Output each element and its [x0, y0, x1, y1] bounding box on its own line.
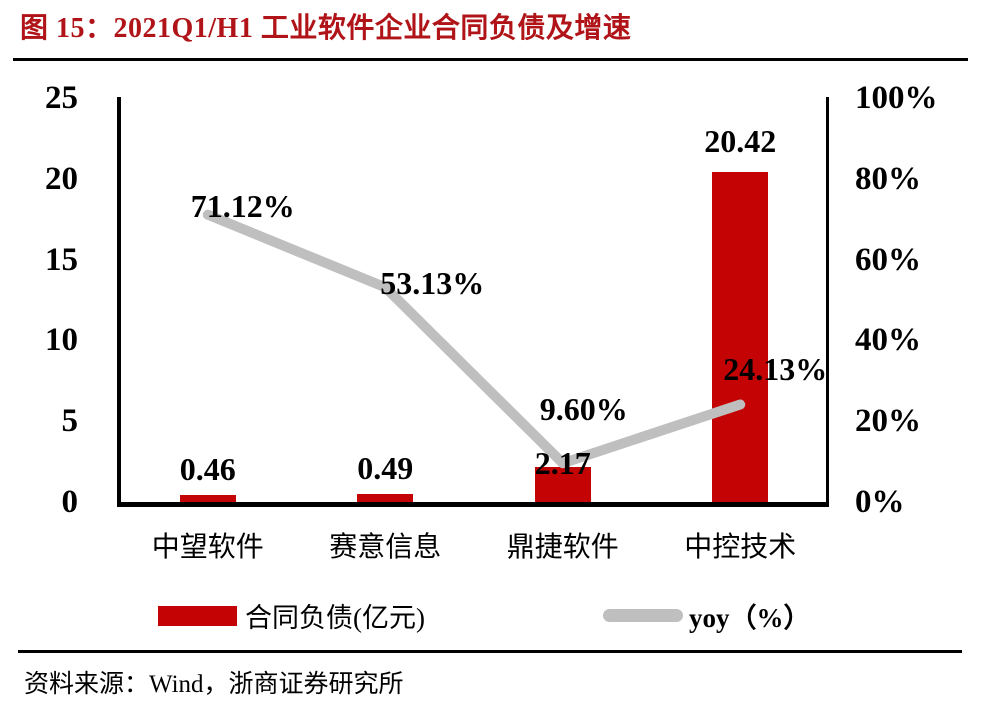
bar-value-label: 0.46	[179, 450, 236, 487]
category-label: 赛意信息	[329, 532, 442, 563]
left-axis-tick-label: 25	[45, 80, 78, 116]
left-axis-tick-label: 10	[45, 322, 78, 359]
left-axis-tick-label: 5	[61, 403, 79, 440]
yoy-point-label: 53.13%	[380, 265, 485, 302]
legend-label-contract-liabilities: 合同负债(亿元)	[245, 603, 425, 633]
bar	[712, 172, 769, 502]
right-axis-tick-label: 0%	[855, 484, 905, 520]
category-label: 中控技术	[684, 532, 797, 563]
yoy-point-label: 9.60%	[539, 391, 628, 428]
bar-value-label: 2.17	[534, 444, 591, 481]
category-label: 鼎捷软件	[506, 532, 619, 563]
bar	[357, 494, 414, 502]
left-axis-tick-label: 20	[45, 160, 78, 197]
bar	[534, 466, 591, 502]
yoy-point-label: 24.13%	[723, 350, 828, 387]
left-axis-tick-label: 15	[45, 241, 78, 278]
right-axis-line	[826, 97, 829, 507]
chart-title: 图 15：2021Q1/H1 工业软件企业合同负债及增速	[20, 13, 632, 44]
category-label: 中望软件	[151, 532, 264, 563]
footer-divider	[18, 650, 962, 653]
bar-legend-swatch	[158, 605, 237, 626]
yoy-line	[202, 209, 746, 469]
left-axis-line	[117, 97, 121, 507]
legend-item-yoy: yoy（%）	[603, 596, 811, 635]
title-divider	[13, 58, 968, 61]
right-axis-tick-label: 100%	[855, 80, 938, 116]
right-axis-tick-label: 20%	[855, 403, 921, 440]
right-axis-tick-label: 80%	[855, 160, 921, 197]
bar	[179, 494, 236, 502]
legend-item-contract-liabilities: 合同负债(亿元)	[158, 596, 425, 635]
bar-value-label: 0.49	[357, 450, 414, 487]
right-axis-tick-label: 60%	[855, 241, 921, 278]
right-axis-tick-label: 40%	[855, 322, 921, 359]
yoy-point-label: 71.12%	[190, 187, 295, 224]
bottom-axis-line	[117, 502, 829, 507]
bar-value-label: 20.42	[704, 123, 777, 159]
left-axis-tick-label: 0	[61, 484, 79, 520]
source-note: 资料来源：Wind，浙商证券研究所	[24, 671, 404, 698]
legend-label-yoy: yoy（%）	[689, 603, 811, 633]
line-legend-swatch	[603, 609, 683, 622]
